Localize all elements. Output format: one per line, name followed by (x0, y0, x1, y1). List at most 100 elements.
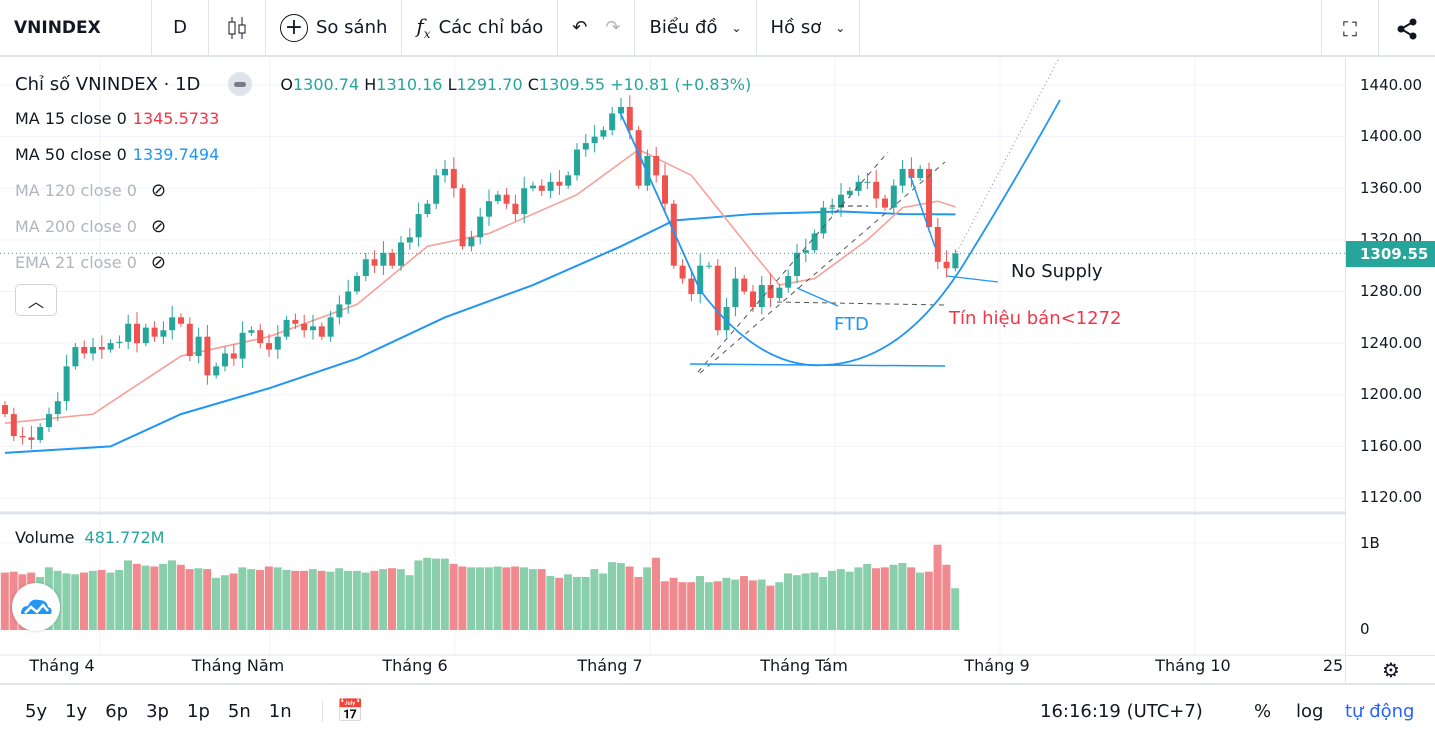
indicator-ma200[interactable]: MA 200 close 0 ⊘ (15, 208, 219, 244)
candle (750, 291, 756, 307)
chart-type-button[interactable] (209, 0, 266, 56)
cup-curve[interactable] (619, 99, 1061, 367)
percent-toggle[interactable]: % (1254, 701, 1272, 722)
eye-off-icon[interactable]: ⊘ (150, 179, 167, 201)
candle (107, 343, 114, 350)
projection-line[interactable] (956, 59, 1059, 253)
interval-button[interactable]: D (152, 0, 209, 56)
chart-canvas[interactable] (0, 0, 1345, 683)
tradingview-logo[interactable] (12, 583, 60, 631)
chart-menu-button[interactable]: Biểu đồ ⌄ (635, 0, 757, 56)
ohlc-values: O1300.74 H1310.16 L1291.70 C1309.55 +10.… (280, 75, 751, 94)
volume-bar (458, 566, 467, 630)
drop-arrow[interactable] (909, 174, 936, 248)
log-toggle[interactable]: log (1296, 701, 1324, 722)
candles (2, 95, 959, 450)
volume-bar (370, 570, 379, 630)
candle (222, 353, 228, 367)
ftd-arrow[interactable] (796, 287, 839, 307)
candle (714, 265, 721, 331)
symbol-search-button[interactable]: VNINDEX (0, 0, 152, 56)
price-label: 1280.00 (1360, 282, 1423, 300)
candle (318, 326, 325, 337)
eye-off-icon[interactable]: ⊘ (150, 251, 166, 273)
candle (802, 250, 809, 253)
collapse-legend-button[interactable]: ︿ (15, 284, 57, 316)
price-label: 1120.00 (1360, 488, 1423, 506)
time-label: 25 (1322, 656, 1344, 675)
channel-lower-line[interactable] (699, 161, 946, 374)
range-6m[interactable]: 6p (105, 701, 129, 722)
volume-bar (528, 569, 537, 630)
indicators-button[interactable]: fx Các chỉ báo (402, 0, 559, 56)
volume-bar (704, 582, 713, 630)
volume-bar (264, 566, 273, 630)
volume-bar (291, 570, 300, 630)
redo-icon[interactable]: ↷ (605, 17, 621, 38)
candle (274, 336, 281, 350)
volume-value: 481.772M (84, 528, 165, 547)
indicator-ma120[interactable]: MA 120 close 0 ⊘ (15, 172, 219, 208)
chevron-down-icon: ⌄ (731, 20, 742, 35)
price-label: 1240.00 (1360, 334, 1423, 352)
candle (618, 106, 624, 114)
indicator-ema21[interactable]: EMA 21 close 0 ⊘ (15, 244, 219, 280)
price-label: 1160.00 (1360, 437, 1423, 455)
annotation-ftd[interactable]: FTD (834, 314, 869, 335)
eye-off-icon[interactable]: ⊘ (150, 215, 167, 237)
clock[interactable]: 16:16:19 (UTC+7) (1040, 701, 1203, 722)
undo-icon[interactable]: ↶ (572, 17, 588, 38)
range-3m[interactable]: 3p (146, 701, 169, 722)
candle (688, 278, 695, 295)
channel-upper-line[interactable] (697, 151, 889, 373)
volume-bar (766, 585, 775, 630)
candle (186, 323, 193, 357)
candle (785, 276, 792, 288)
sell-level-line[interactable] (776, 301, 946, 306)
time-label: Tháng Tám (760, 656, 848, 675)
indicator-ma50[interactable]: MA 50 close 0 1339.7494 (15, 136, 219, 172)
candle (538, 185, 545, 191)
candle (635, 130, 642, 186)
volume-bar (476, 567, 484, 630)
volume-bar (317, 570, 326, 630)
candle (574, 149, 580, 176)
candle (450, 168, 457, 189)
drawings[interactable] (619, 59, 1061, 374)
candle (204, 336, 211, 376)
range-1d[interactable]: 1n (268, 701, 292, 722)
volume-bar (97, 569, 106, 630)
goto-date-icon[interactable]: 📅 (336, 699, 365, 724)
collapse-series-button[interactable] (228, 72, 253, 96)
high-value: 1310.16 (376, 74, 443, 94)
volume-bar (106, 572, 115, 630)
compare-button[interactable]: + So sánh (266, 0, 403, 56)
candle (310, 326, 316, 331)
volume-bar (713, 581, 722, 630)
candle (556, 181, 563, 186)
annotation-no-supply[interactable]: No Supply (1011, 261, 1103, 282)
range-1m[interactable]: 1p (187, 701, 210, 722)
share-button[interactable] (1378, 0, 1435, 57)
annotation-sell-signal[interactable]: Tín hiệu bán<1272 (949, 308, 1122, 329)
volume-bar (810, 572, 819, 630)
auto-scale-toggle[interactable]: tự động (1345, 701, 1415, 722)
candle (371, 259, 378, 266)
profile-menu-button[interactable]: Hồ sơ ⌄ (757, 0, 861, 56)
volume-bar (792, 575, 801, 630)
chart-legend-header: Chỉ số VNINDEX · 1D O1300.74 H1310.16 L1… (15, 70, 751, 98)
candle (442, 168, 448, 176)
volume-bar (467, 567, 476, 630)
chart-settings-button[interactable]: ⚙ (1346, 655, 1435, 683)
no-supply-arrow[interactable] (946, 275, 999, 283)
volume-bar (502, 567, 511, 630)
price-axis[interactable]: 1440.00 1400.00 1360.00 1320.00 1280.00 … (1345, 58, 1435, 683)
indicator-ma15[interactable]: MA 15 close 0 1345.5733 (15, 100, 219, 136)
range-5d[interactable]: 5n (227, 701, 251, 722)
fullscreen-button[interactable]: ⛶ (1321, 0, 1378, 57)
candle (327, 317, 334, 337)
range-1y[interactable]: 1y (65, 701, 88, 722)
range-5y[interactable]: 5y (25, 701, 48, 722)
candle (178, 317, 184, 324)
candle (855, 181, 862, 191)
